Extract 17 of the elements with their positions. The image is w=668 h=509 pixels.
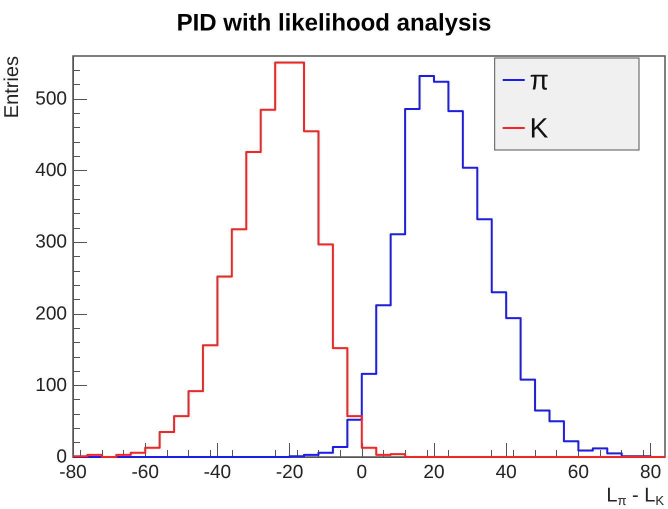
x-tick-label: 20: [423, 462, 445, 483]
y-tick-label: 400: [35, 160, 67, 182]
x-tick-label: 40: [496, 462, 517, 483]
y-tick-label: 300: [35, 232, 67, 253]
x-tick-label: -60: [131, 462, 159, 483]
legend-label: π: [530, 64, 550, 96]
legend-label: K: [530, 112, 549, 144]
y-axis-title: Entries: [1, 56, 23, 118]
x-tick-label: -40: [204, 462, 232, 483]
x-tick-label: 60: [568, 462, 589, 483]
chart-title: PID with likelihood analysis: [176, 10, 492, 36]
x-tick-label: 80: [640, 462, 662, 483]
y-tick-label: 100: [35, 374, 67, 396]
y-tick-label: 200: [35, 303, 67, 324]
x-tick-label: -20: [276, 462, 304, 483]
y-tick-label: 500: [35, 88, 67, 110]
x-tick-label: 0: [356, 462, 368, 483]
